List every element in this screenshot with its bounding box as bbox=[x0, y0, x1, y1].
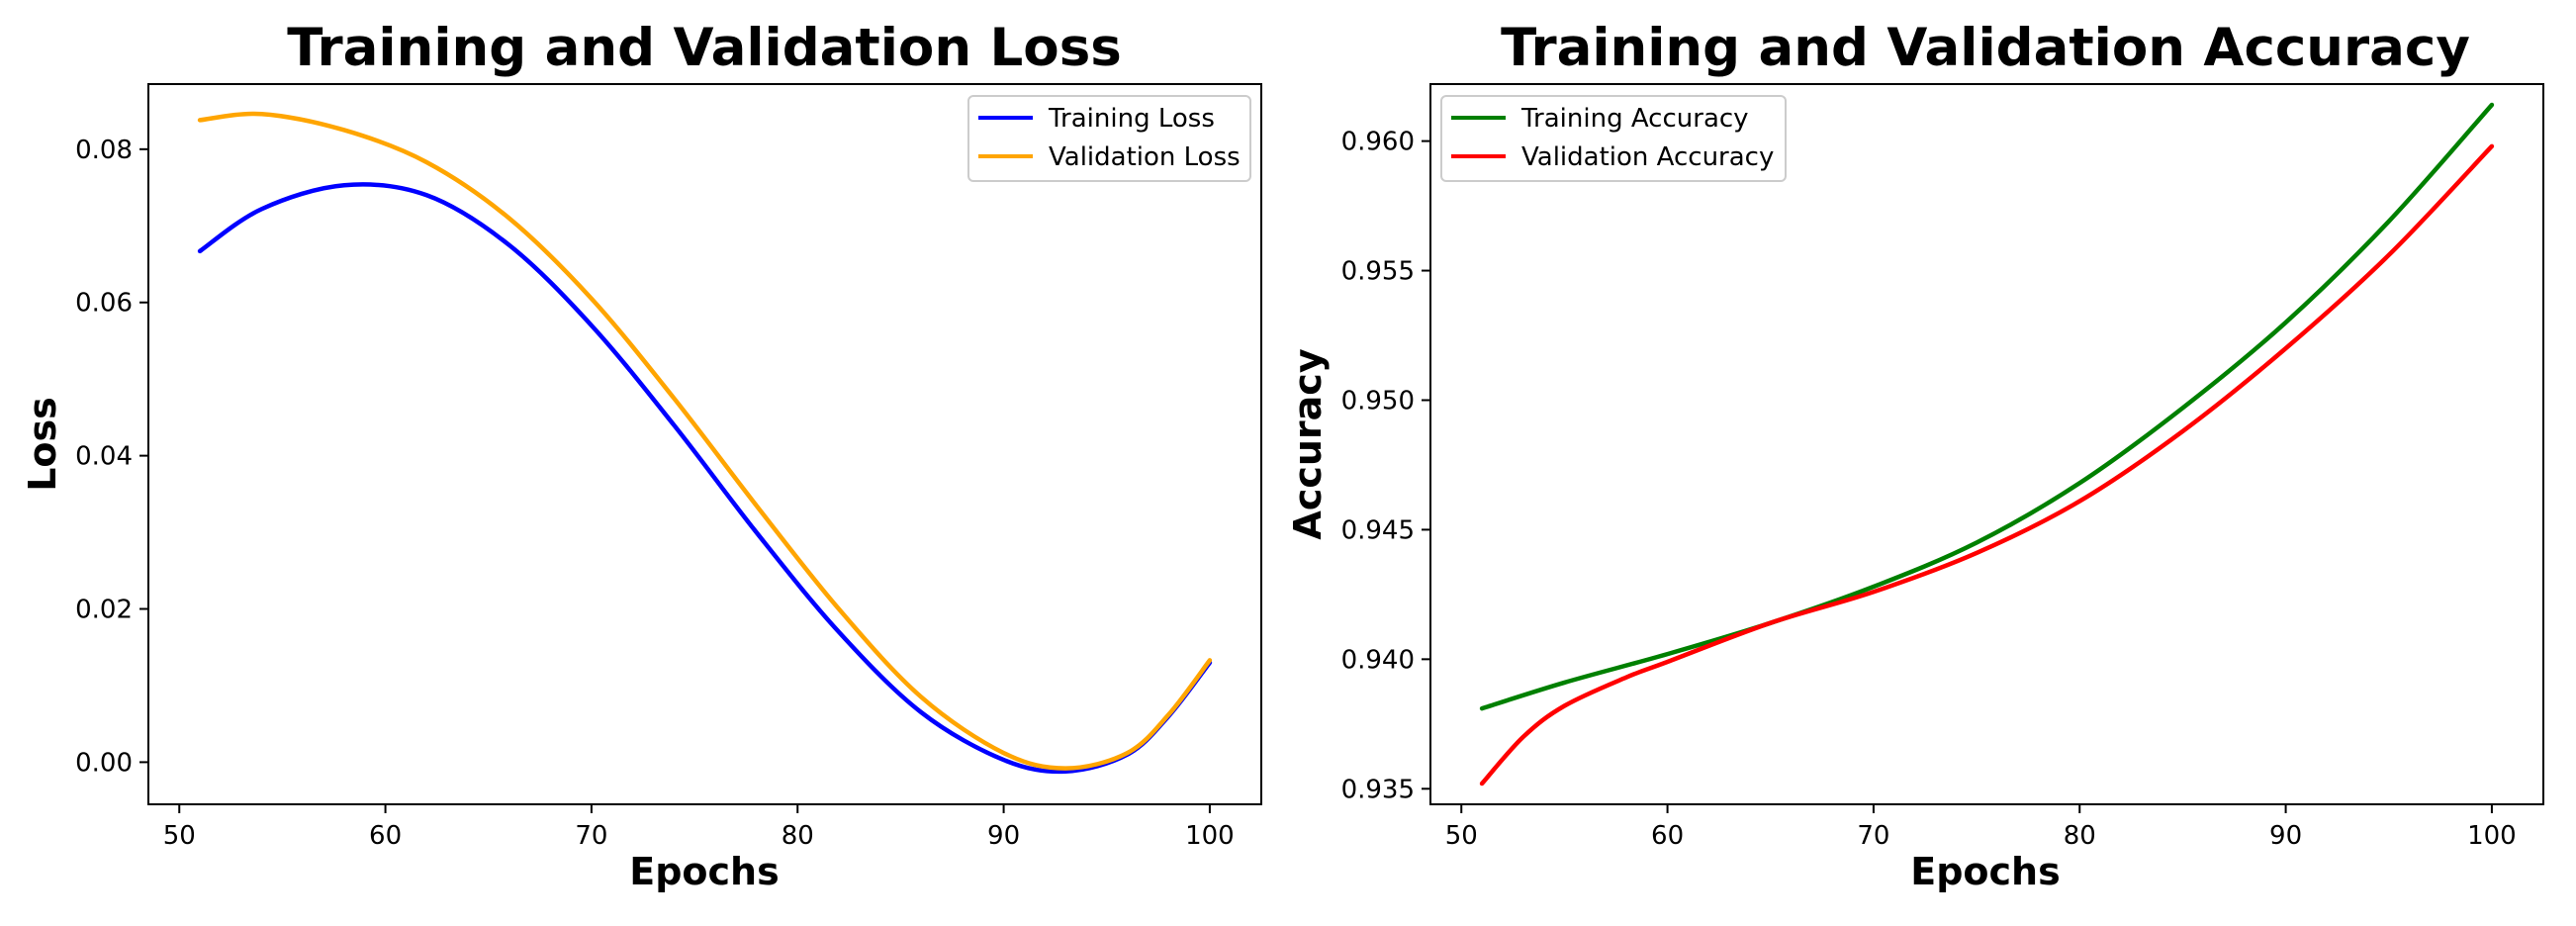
loss-legend-box bbox=[967, 95, 1251, 182]
loss-chart: Training and Validation Loss 50 60 70 80 90 1… bbox=[21, 18, 1262, 893]
loss-x-tick-label: 50 bbox=[163, 821, 196, 851]
accuracy-y-tick-label: 0.935 bbox=[1341, 775, 1415, 804]
accuracy-chart-title: Training and Validation Accuracy bbox=[1501, 18, 2470, 78]
accuracy-x-tick-label: 80 bbox=[2064, 821, 2096, 851]
accuracy-x-axis-label: Epochs bbox=[1910, 850, 2060, 893]
series-line-training-loss bbox=[197, 182, 1213, 775]
accuracy-y-tick-label: 0.940 bbox=[1341, 645, 1415, 675]
accuracy-x-tick-label: 70 bbox=[1857, 821, 1889, 851]
legend-label-training-accuracy: Training Accuracy bbox=[1520, 104, 1749, 134]
legend-label-validation-accuracy: Validation Accuracy bbox=[1521, 142, 1774, 172]
loss-y-ticks: 0.00 0.02 0.04 0.06 0.08 bbox=[75, 136, 148, 778]
series-line-training-accuracy bbox=[1479, 102, 2495, 711]
accuracy-chart: Training and Validation Accuracy 50 60 70 8… bbox=[1286, 18, 2544, 893]
loss-x-tick-label: 100 bbox=[1185, 821, 1235, 851]
loss-legend: Training Loss Validation Loss bbox=[967, 95, 1251, 182]
loss-series-lines bbox=[197, 111, 1213, 775]
loss-x-ticks: 50 60 70 80 90 100 bbox=[163, 804, 1235, 851]
loss-y-tick-label: 0.06 bbox=[75, 289, 133, 319]
accuracy-y-tick-label: 0.945 bbox=[1341, 515, 1415, 545]
loss-x-axis-label: Epochs bbox=[629, 850, 779, 893]
accuracy-x-tick-label: 90 bbox=[2269, 821, 2302, 851]
loss-chart-title: Training and Validation Loss bbox=[287, 18, 1122, 78]
loss-x-tick-label: 70 bbox=[575, 821, 607, 851]
loss-y-axis-label: Loss bbox=[21, 397, 64, 492]
loss-y-tick-label: 0.04 bbox=[75, 442, 133, 472]
accuracy-legend: Training Accuracy Validation Accuracy bbox=[1440, 95, 1787, 182]
accuracy-y-axis-label: Accuracy bbox=[1286, 348, 1330, 539]
accuracy-y-ticks: 0.935 0.940 0.945 0.950 0.955 0.960 bbox=[1341, 128, 1430, 804]
legend-label-validation-loss: Validation Loss bbox=[1049, 142, 1241, 172]
loss-x-tick-label: 90 bbox=[987, 821, 1020, 851]
accuracy-y-tick-label: 0.950 bbox=[1341, 386, 1415, 416]
accuracy-legend-box bbox=[1440, 95, 1787, 182]
accuracy-x-tick-label: 50 bbox=[1445, 821, 1478, 851]
accuracy-plot-area bbox=[1429, 83, 2544, 805]
accuracy-x-tick-label: 100 bbox=[2467, 821, 2517, 851]
loss-y-tick-label: 0.02 bbox=[75, 596, 133, 625]
accuracy-y-tick-label: 0.960 bbox=[1341, 128, 1415, 157]
accuracy-x-ticks: 50 60 70 80 90 100 bbox=[1445, 804, 2517, 851]
loss-x-tick-label: 60 bbox=[369, 821, 402, 851]
series-line-validation-loss bbox=[197, 111, 1213, 771]
accuracy-x-tick-label: 60 bbox=[1651, 821, 1684, 851]
accuracy-y-tick-label: 0.955 bbox=[1341, 257, 1415, 287]
loss-x-tick-label: 80 bbox=[782, 821, 814, 851]
series-line-validation-accuracy bbox=[1479, 143, 2495, 787]
loss-y-tick-label: 0.00 bbox=[75, 748, 133, 778]
legend-label-training-loss: Training Loss bbox=[1048, 104, 1215, 134]
loss-plot-area bbox=[147, 83, 1262, 805]
accuracy-series-lines bbox=[1479, 102, 2495, 787]
loss-y-tick-label: 0.08 bbox=[75, 136, 133, 165]
